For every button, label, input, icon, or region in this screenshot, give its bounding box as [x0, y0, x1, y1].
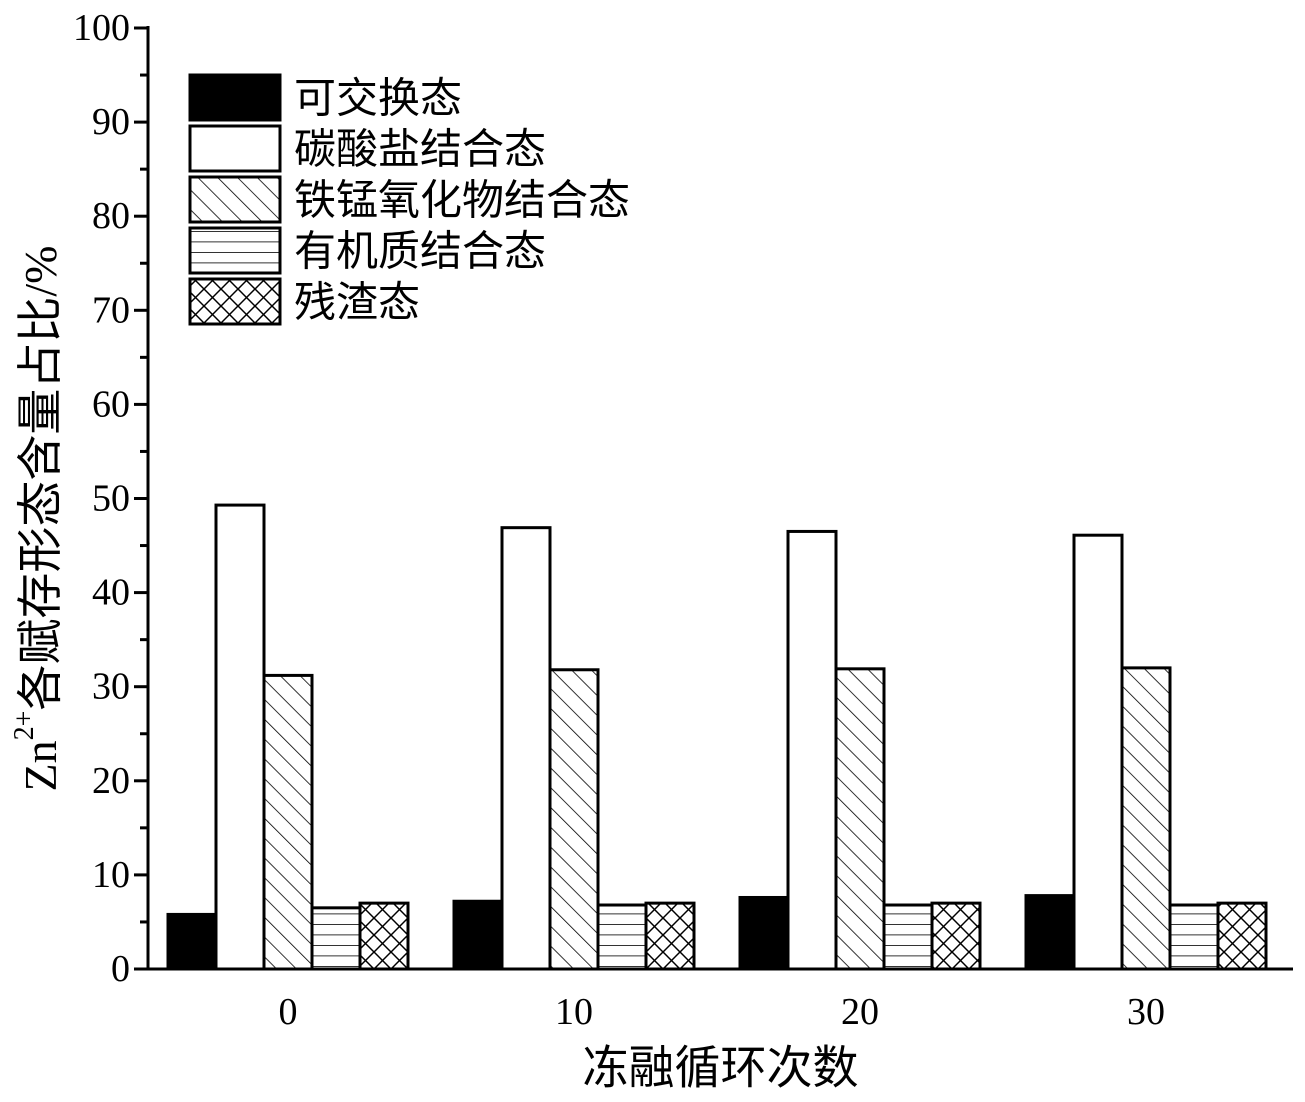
legend-label-1: 碳酸盐结合态 [294, 128, 546, 174]
bar-3-30 [1168, 903, 1220, 971]
y-tick-label-90: 90 [92, 101, 130, 143]
y-axis-title-suffix: 各赋存形态含量占比/% [15, 245, 66, 710]
y-axis-title: Zn2+各赋存形态含量占比/% [9, 245, 66, 791]
legend-swatch-2 [188, 175, 282, 224]
bar-1-30 [1072, 533, 1124, 971]
y-tick-label-10: 10 [92, 854, 130, 896]
legend-swatch-4 [188, 277, 282, 326]
x-tick-label-20: 20 [841, 991, 879, 1033]
axis-titles: 冻融循环次数 Zn2+各赋存形态含量占比/% [9, 245, 859, 1093]
bars-group [166, 503, 1268, 971]
bar-2-30 [1120, 666, 1172, 971]
axes-group: 0 10 20 30 40 50 60 70 80 90 100 0 10 20 30 [73, 7, 1293, 1033]
legend-label-3: 有机质结合态 [294, 230, 546, 276]
bar-1-20 [786, 529, 838, 971]
bar-2-10 [548, 668, 600, 971]
bar-4-0 [358, 901, 410, 971]
bar-1-0 [214, 503, 266, 971]
y-axis-title-prefix: Zn [15, 740, 66, 791]
y-tick-label-80: 80 [92, 195, 130, 237]
y-tick-label-50: 50 [92, 478, 130, 520]
bar-0-20 [738, 895, 790, 971]
bar-2-20 [834, 667, 886, 971]
bar-0-30 [1024, 894, 1076, 971]
x-tick-label-10: 10 [555, 991, 593, 1033]
bar-0-10 [452, 899, 504, 971]
y-tick-label-60: 60 [92, 383, 130, 425]
bar-0-0 [166, 912, 218, 971]
x-tick-label-0: 0 [279, 991, 298, 1033]
bar-3-0 [310, 906, 362, 971]
legend-label-0: 可交换态 [294, 76, 462, 123]
y-tick-label-70: 70 [92, 289, 130, 331]
bar-3-20 [882, 903, 934, 971]
bar-4-10 [644, 901, 696, 971]
y-tick-label-20: 20 [92, 760, 130, 802]
bar-3-10 [596, 903, 648, 971]
y-axis-title-sup: 2+ [9, 711, 40, 741]
y-tick-label-0: 0 [111, 948, 130, 990]
legend-label-4: 残渣态 [294, 281, 420, 327]
x-tick-label-30: 30 [1127, 991, 1165, 1033]
bar-1-10 [500, 526, 552, 971]
x-axis-title: 冻融循环次数 [583, 1043, 859, 1094]
legend-label-2: 铁锰氧化物结合态 [294, 179, 630, 225]
legend-swatch-1 [188, 124, 282, 173]
legend-swatch-3 [188, 226, 282, 275]
bar-4-30 [1216, 901, 1268, 971]
bar-2-0 [262, 673, 314, 971]
y-tick-label-40: 40 [92, 572, 130, 614]
y-tick-label-30: 30 [92, 666, 130, 708]
y-tick-label-100: 100 [73, 7, 130, 49]
bar-4-20 [930, 901, 982, 971]
legend-swatch-0 [188, 73, 282, 122]
